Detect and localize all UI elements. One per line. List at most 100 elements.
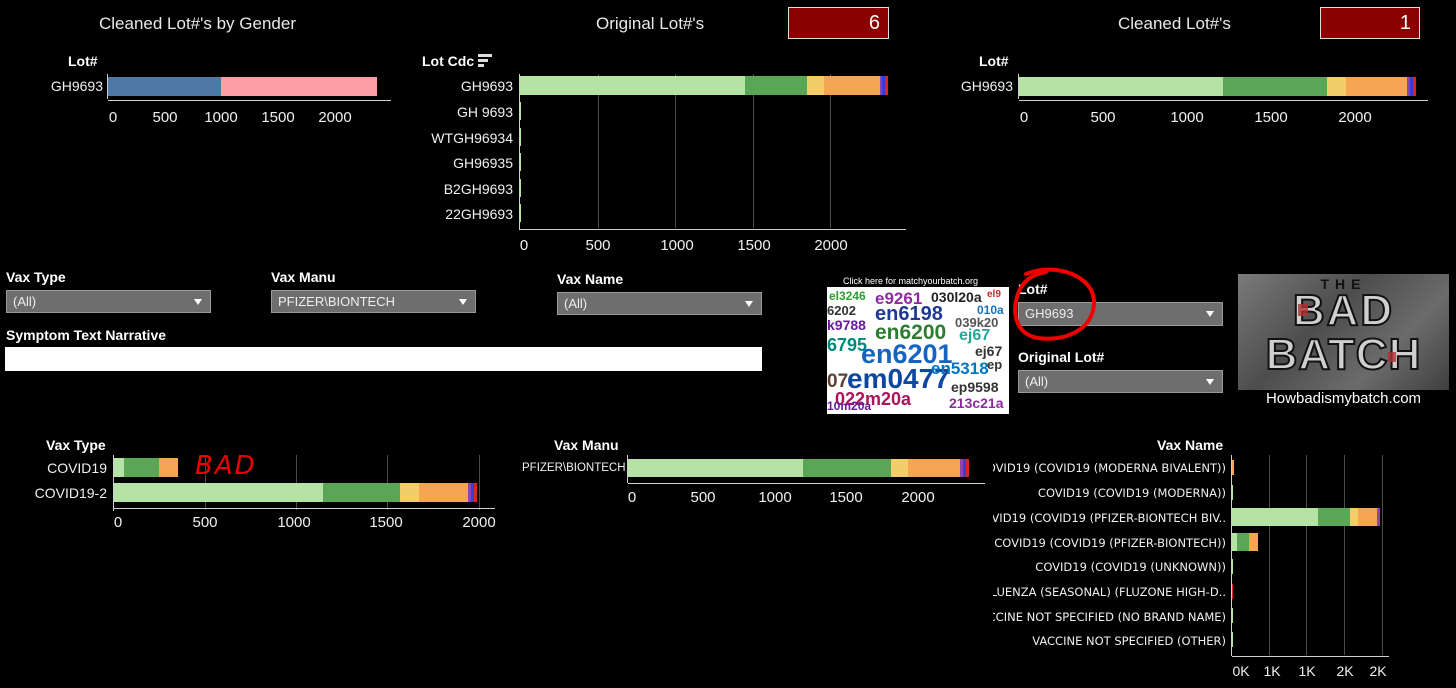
bar-segment[interactable] [114,458,124,477]
vax-type-bar-covid19[interactable] [114,458,178,477]
original-bar-small[interactable] [520,153,521,171]
bar-segment[interactable] [1232,508,1318,526]
bar-segment[interactable] [400,483,419,502]
gender-bar-male[interactable] [108,77,221,96]
gender-bar[interactable] [108,77,377,96]
vax-name-bar-small[interactable] [1232,584,1233,599]
cloud-word: en6198 [875,303,943,325]
vax-type-dropdown[interactable]: (All) [6,290,211,313]
bar-segment[interactable] [1327,77,1346,96]
original-tick: 2000 [814,237,848,254]
lot-dropdown[interactable]: GH9693 [1018,302,1223,326]
vax-manu-x-axis [628,483,985,484]
original-bar-gh9693[interactable] [520,76,888,95]
original-dim-header: Lot Cdc [422,53,475,69]
bar-segment[interactable] [474,483,477,502]
vax-name-labels: COVID19 (COVID19 (MODERNA BIVALENT)) COV… [993,455,1230,655]
vax-name-row-label: COVID19 (COVID19 (MODERNA BIVALENT)) [993,461,1226,475]
bar-segment[interactable] [963,459,966,477]
bar-segment[interactable] [114,483,323,502]
original-bar-small[interactable] [520,204,521,222]
cloud-word: ej67 [959,327,991,344]
bar-segment[interactable] [1249,533,1258,551]
bar-segment[interactable] [323,483,400,502]
original-bar-small[interactable] [520,128,521,146]
vax-name-gridline [1344,455,1345,655]
bar-segment[interactable] [1318,508,1350,526]
sort-icon[interactable] [478,53,492,67]
bar-segment[interactable] [471,483,474,502]
vax-name-bar-small[interactable] [1232,460,1234,475]
bar-segment[interactable] [803,459,891,477]
bar-segment[interactable] [520,76,745,95]
original-chart-title: Original Lot#'s [596,14,705,33]
vax-name-tick: 1K [1298,663,1316,679]
vax-name-tick: 0K [1232,663,1250,679]
bar-segment[interactable] [1413,77,1416,96]
bar-segment[interactable] [159,458,178,477]
cloud-word: el3246 [829,289,866,303]
cloud-word: e9261 [875,289,923,308]
vax-name-bar-pfizer[interactable] [1232,533,1258,551]
vax-type-bar-covid19-2[interactable] [114,483,477,502]
bar-segment[interactable] [824,76,880,95]
vax-name-row-label: VACCINE NOT SPECIFIED (OTHER) [1032,634,1226,648]
original-bar-small[interactable] [520,179,521,197]
symptom-filter-label: Symptom Text Narrative [6,327,167,343]
bar-segment[interactable] [891,459,908,477]
bar-segment[interactable] [124,458,159,477]
bar-segment[interactable] [419,483,468,502]
bar-segment[interactable] [745,76,807,95]
vax-name-bar-small[interactable] [1232,608,1233,623]
original-gridline [598,74,599,228]
cleaned-tick: 0 [1019,109,1029,126]
cloud-word: el9 [987,289,1001,300]
bar-segment[interactable] [468,483,471,502]
word-cloud-image[interactable]: el3246 e9261 030l20a 010a 6202 el9 en619… [827,287,1009,414]
vax-name-bar-pfizer-bivalent[interactable] [1232,508,1380,526]
original-row-label: GH9693 [460,78,513,94]
vax-type-gridline [205,455,206,510]
bar-segment[interactable] [966,459,969,477]
bar-segment[interactable] [1350,508,1358,526]
vax-name-bar-small[interactable] [1232,485,1233,500]
bar-segment[interactable] [1346,77,1407,96]
matchyourbatch-link[interactable]: Click here for matchyourbatch.org [843,276,979,286]
vax-name-bar-small[interactable] [1232,632,1233,647]
original-lot-dropdown-value: (All) [1025,374,1049,389]
bar-segment[interactable] [1407,77,1410,96]
chevron-down-icon [745,301,753,307]
vax-name-dropdown[interactable]: (All) [557,292,762,315]
bar-segment[interactable] [1377,508,1380,526]
bar-segment[interactable] [1019,77,1223,96]
cleaned-bar-gh9693[interactable] [1019,77,1416,96]
bar-segment[interactable] [1232,533,1237,551]
bar-segment[interactable] [960,459,963,477]
original-bar-small[interactable] [520,102,521,120]
chevron-down-icon [459,299,467,305]
vax-manu-tick: 1000 [758,489,792,506]
vax-manu-bar-pfizer[interactable] [628,459,969,477]
vax-type-dropdown-value: (All) [13,294,37,309]
cloud-word: ep [987,357,1003,372]
bar-segment[interactable] [628,459,803,477]
vax-name-dim-header: Vax Name [1157,437,1224,453]
bar-segment[interactable] [885,76,888,95]
bar-segment[interactable] [1358,508,1377,526]
vax-name-bar-small[interactable] [1232,559,1233,574]
gender-bar-female[interactable] [221,77,377,96]
symptom-text-input[interactable] [5,347,762,371]
bar-segment[interactable] [1237,533,1249,551]
bar-segment[interactable] [880,76,882,95]
bar-segment[interactable] [1410,77,1413,96]
bad-batch-logo[interactable]: THE BAD BATCH [1238,274,1449,390]
vax-type-tick: 1500 [369,514,403,531]
bar-segment[interactable] [882,76,885,95]
cloud-word: en5318 [931,359,989,378]
bar-segment[interactable] [807,76,824,95]
site-url-text[interactable]: Howbadismybatch.com [1265,390,1422,407]
original-lot-dropdown[interactable]: (All) [1018,370,1223,393]
vax-manu-dropdown[interactable]: PFIZER\BIONTECH [271,290,476,313]
bar-segment[interactable] [908,459,960,477]
bar-segment[interactable] [1223,77,1327,96]
